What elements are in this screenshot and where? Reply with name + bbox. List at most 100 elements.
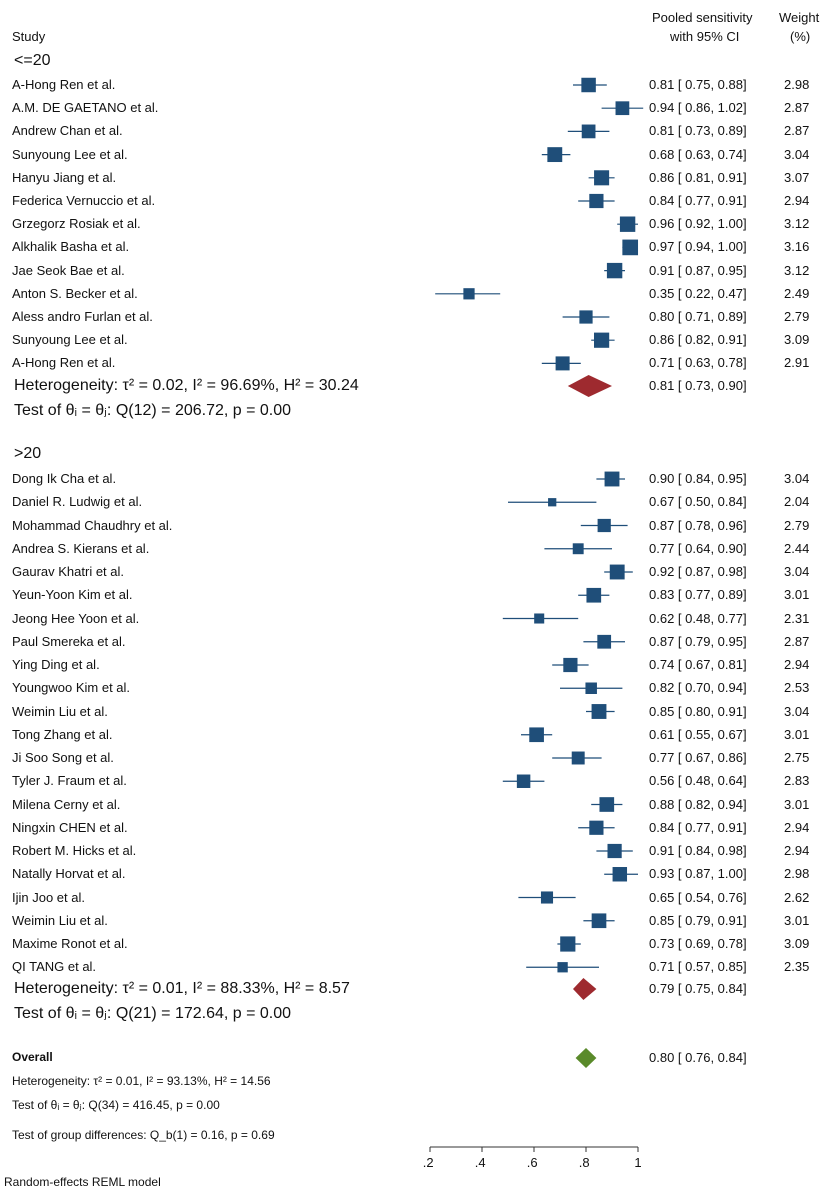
- study-marker: [591, 913, 607, 929]
- study-weight: 2.04: [784, 494, 810, 510]
- study-column-header: Study: [12, 29, 46, 44]
- group-label: >20: [14, 445, 42, 462]
- x-tick-label: 1: [634, 1155, 642, 1170]
- study-name: Gaurav Khatri et al.: [12, 564, 124, 579]
- study-marker: [615, 101, 630, 116]
- study-estimate: 0.84 [ 0.77, 0.91]: [649, 819, 747, 835]
- study-name: Tyler J. Fraum et al.: [12, 773, 127, 789]
- study-name: A-Hong Ren et al.: [12, 77, 116, 92]
- x-tick-label: .2: [422, 1155, 434, 1170]
- study-estimate: 0.74 [ 0.67, 0.81]: [649, 657, 747, 672]
- study-name: Aless andro Furlan et al.: [12, 309, 153, 324]
- study-marker: [548, 498, 557, 507]
- group-test: Test of θᵢ = θⱼ: Q(21) = 172.64, p = 0.0…: [14, 1005, 292, 1022]
- study-name: Ningxin CHEN et al.: [12, 819, 128, 835]
- study-name: Natally Horvat et al.: [12, 866, 126, 882]
- study-name: Ying Ding et al.: [12, 657, 100, 672]
- group-pooled-diamond: [567, 375, 612, 397]
- weight-column-header-line2: (%): [790, 29, 811, 44]
- estimate-column-header-line2: with 95% CI: [670, 29, 740, 44]
- study-marker: [619, 216, 636, 232]
- study-name: Youngwoo Kim et al.: [12, 680, 131, 696]
- study-estimate: 0.85 [ 0.79, 0.91]: [649, 912, 747, 928]
- study-marker: [609, 564, 625, 580]
- group-label: <=20: [14, 52, 51, 69]
- study-estimate: 0.71 [ 0.57, 0.85]: [649, 959, 747, 975]
- study-estimate: 0.62 [ 0.48, 0.77]: [649, 610, 747, 626]
- study-estimate: 0.67 [ 0.50, 0.84]: [649, 494, 747, 510]
- study-estimate: 0.88 [ 0.82, 0.94]: [649, 796, 747, 812]
- study-weight: 2.91: [784, 355, 810, 371]
- group-heterogeneity: Heterogeneity: τ² = 0.02, I² = 96.69%, H…: [14, 377, 359, 394]
- study-marker: [579, 310, 593, 324]
- study-marker: [463, 288, 475, 300]
- study-estimate: 0.77 [ 0.64, 0.90]: [649, 540, 747, 556]
- overall-heterogeneity: Heterogeneity: τ² = 0.01, I² = 93.13%, H…: [12, 1074, 271, 1088]
- study-name: Ijin Joo et al.: [12, 889, 85, 905]
- study-marker: [612, 867, 628, 882]
- study-name: Dong Ik Cha et al.: [12, 471, 117, 486]
- group-pooled-diamond: [573, 978, 597, 1000]
- study-weight: 2.98: [784, 77, 810, 92]
- study-marker: [607, 843, 622, 859]
- study-weight: 3.01: [784, 912, 810, 928]
- study-estimate: 0.56 [ 0.48, 0.64]: [649, 773, 747, 789]
- study-estimate: 0.81 [ 0.75, 0.88]: [649, 77, 747, 92]
- study-weight: 2.35: [784, 959, 810, 975]
- study-name: Robert M. Hicks et al.: [12, 843, 137, 858]
- overall-diamond: [575, 1048, 597, 1068]
- study-marker: [547, 147, 563, 163]
- study-name: Mohammad Chaudhry et al.: [12, 517, 173, 533]
- x-tick-label: .8: [578, 1155, 590, 1170]
- x-tick-label: .4: [474, 1155, 486, 1170]
- study-name: Jeong Hee Yoon et al.: [12, 610, 140, 626]
- study-marker: [560, 936, 576, 952]
- study-name: Sunyoung Lee et al.: [12, 332, 128, 348]
- study-weight: 3.04: [784, 564, 810, 579]
- overall-label: Overall: [12, 1050, 53, 1064]
- study-name: Jae Seok Bae et al.: [12, 262, 125, 278]
- study-name: Daniel R. Ludwig et al.: [12, 494, 143, 510]
- study-name: Anton S. Becker et al.: [12, 285, 138, 301]
- study-estimate: 0.65 [ 0.54, 0.76]: [649, 889, 747, 905]
- study-estimate: 0.86 [ 0.82, 0.91]: [649, 332, 747, 348]
- study-marker: [581, 124, 596, 139]
- study-name: Andrea S. Kierans et al.: [12, 540, 150, 556]
- study-marker: [540, 891, 554, 904]
- study-weight: 3.12: [784, 262, 810, 278]
- study-marker: [529, 727, 544, 743]
- study-name: Hanyu Jiang et al.: [12, 169, 117, 185]
- estimate-column-header-line1: Pooled sensitivity: [652, 10, 753, 25]
- overall-estimate: 0.80 [ 0.76, 0.84]: [649, 1050, 747, 1065]
- study-estimate: 0.87 [ 0.78, 0.96]: [649, 517, 747, 533]
- study-estimate: 0.81 [ 0.73, 0.89]: [649, 123, 747, 139]
- study-name: Weimin Liu et al.: [12, 912, 108, 928]
- study-estimate: 0.85 [ 0.80, 0.91]: [649, 703, 747, 719]
- study-weight: 3.04: [784, 146, 810, 162]
- study-marker: [586, 587, 602, 603]
- study-marker: [572, 543, 584, 555]
- study-estimate: 0.82 [ 0.70, 0.94]: [649, 680, 747, 696]
- overall-test: Test of θᵢ = θⱼ: Q(34) = 416.45, p = 0.0…: [12, 1098, 220, 1112]
- study-weight: 3.01: [784, 796, 810, 812]
- study-name: Paul Smereka et al.: [12, 633, 126, 649]
- group-heterogeneity: Heterogeneity: τ² = 0.01, I² = 88.33%, H…: [14, 980, 350, 997]
- study-name: Andrew Chan et al.: [12, 123, 123, 139]
- study-name: Sunyoung Lee et al.: [12, 146, 128, 162]
- group-pooled-estimate: 0.79 [ 0.75, 0.84]: [649, 981, 747, 996]
- study-weight: 3.01: [784, 587, 810, 603]
- study-weight: 3.12: [784, 216, 810, 232]
- study-estimate: 0.96 [ 0.92, 1.00]: [649, 216, 747, 232]
- study-weight: 2.94: [784, 819, 810, 835]
- study-weight: 2.79: [784, 517, 810, 533]
- study-weight: 2.94: [784, 193, 810, 208]
- study-weight: 2.31: [784, 610, 810, 626]
- study-name: Milena Cerny et al.: [12, 796, 121, 812]
- study-estimate: 0.73 [ 0.69, 0.78]: [649, 936, 747, 951]
- study-weight: 2.94: [784, 657, 810, 672]
- study-name: Weimin Liu et al.: [12, 703, 108, 719]
- study-estimate: 0.83 [ 0.77, 0.89]: [649, 587, 747, 603]
- study-weight: 3.04: [784, 703, 810, 719]
- study-name: Ji Soo Song et al.: [12, 750, 114, 765]
